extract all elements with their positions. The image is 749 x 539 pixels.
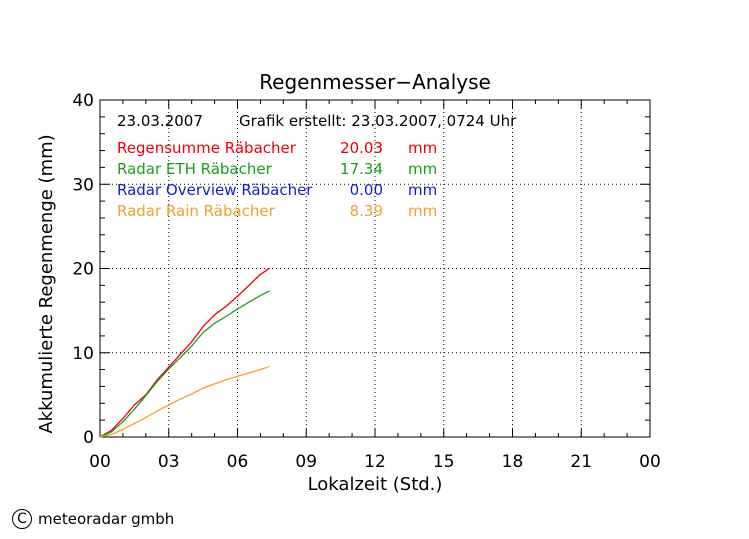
x-tick-label: 06 xyxy=(227,452,249,472)
annotations: 23.03.2007 Grafik erstellt: 23.03.2007, … xyxy=(117,112,517,130)
y-tick-label: 40 xyxy=(72,91,94,111)
chart-title: Regenmesser−Analyse xyxy=(259,70,491,94)
copyright: C meteoradar gmbh xyxy=(12,508,174,530)
x-tick-label: 15 xyxy=(433,452,455,472)
x-tick-label: 00 xyxy=(639,452,661,472)
x-axis-label: Lokalzeit (Std.) xyxy=(308,474,443,495)
y-axis-label: Akkumulierte Regenmenge (mm) xyxy=(36,134,57,433)
x-tick-label: 09 xyxy=(295,452,317,472)
series-line-0 xyxy=(99,267,270,438)
copyright-icon: C xyxy=(12,509,32,529)
legend-unit: mm xyxy=(408,202,437,220)
y-tick-label: 0 xyxy=(83,428,94,448)
x-tick-label: 21 xyxy=(570,452,592,472)
legend-value: 17.34 xyxy=(340,160,383,178)
y-tick-label: 20 xyxy=(72,260,94,280)
series-line-3 xyxy=(99,365,270,438)
copyright-text: meteoradar gmbh xyxy=(38,510,175,528)
series-lines xyxy=(99,267,270,438)
y-tick-labels: 0 10 20 30 40 xyxy=(72,91,94,448)
x-tick-label: 03 xyxy=(158,452,180,472)
x-tick-label: 00 xyxy=(89,452,111,472)
legend-name: Radar Overview Räbacher xyxy=(117,181,313,199)
y-tick-label: 30 xyxy=(72,175,94,195)
x-tick-label: 18 xyxy=(502,452,524,472)
legend-value: 8.39 xyxy=(350,202,383,220)
grid xyxy=(100,100,650,437)
x-tick-label: 12 xyxy=(364,452,386,472)
chart-date: 23.03.2007 xyxy=(117,112,203,130)
axis-ticks xyxy=(99,99,651,438)
x-tick-labels: 00 03 06 09 12 15 18 21 00 xyxy=(89,452,661,472)
legend-unit: mm xyxy=(408,139,437,157)
legend-unit: mm xyxy=(408,160,437,178)
legend-unit: mm xyxy=(408,181,437,199)
legend: Regensumme Räbacher 20.03 mm Radar ETH Räba… xyxy=(117,139,437,220)
y-tick-label: 10 xyxy=(72,344,94,364)
legend-value: 0.00 xyxy=(350,181,383,199)
legend-value: 20.03 xyxy=(340,139,383,157)
legend-name: Radar Rain Räbacher xyxy=(117,202,276,220)
chart-created: Grafik erstellt: 23.03.2007, 0724 Uhr xyxy=(239,112,517,130)
legend-name: Regensumme Räbacher xyxy=(117,139,297,157)
legend-name: Radar ETH Räbacher xyxy=(117,160,273,178)
series-line-1 xyxy=(99,290,270,438)
